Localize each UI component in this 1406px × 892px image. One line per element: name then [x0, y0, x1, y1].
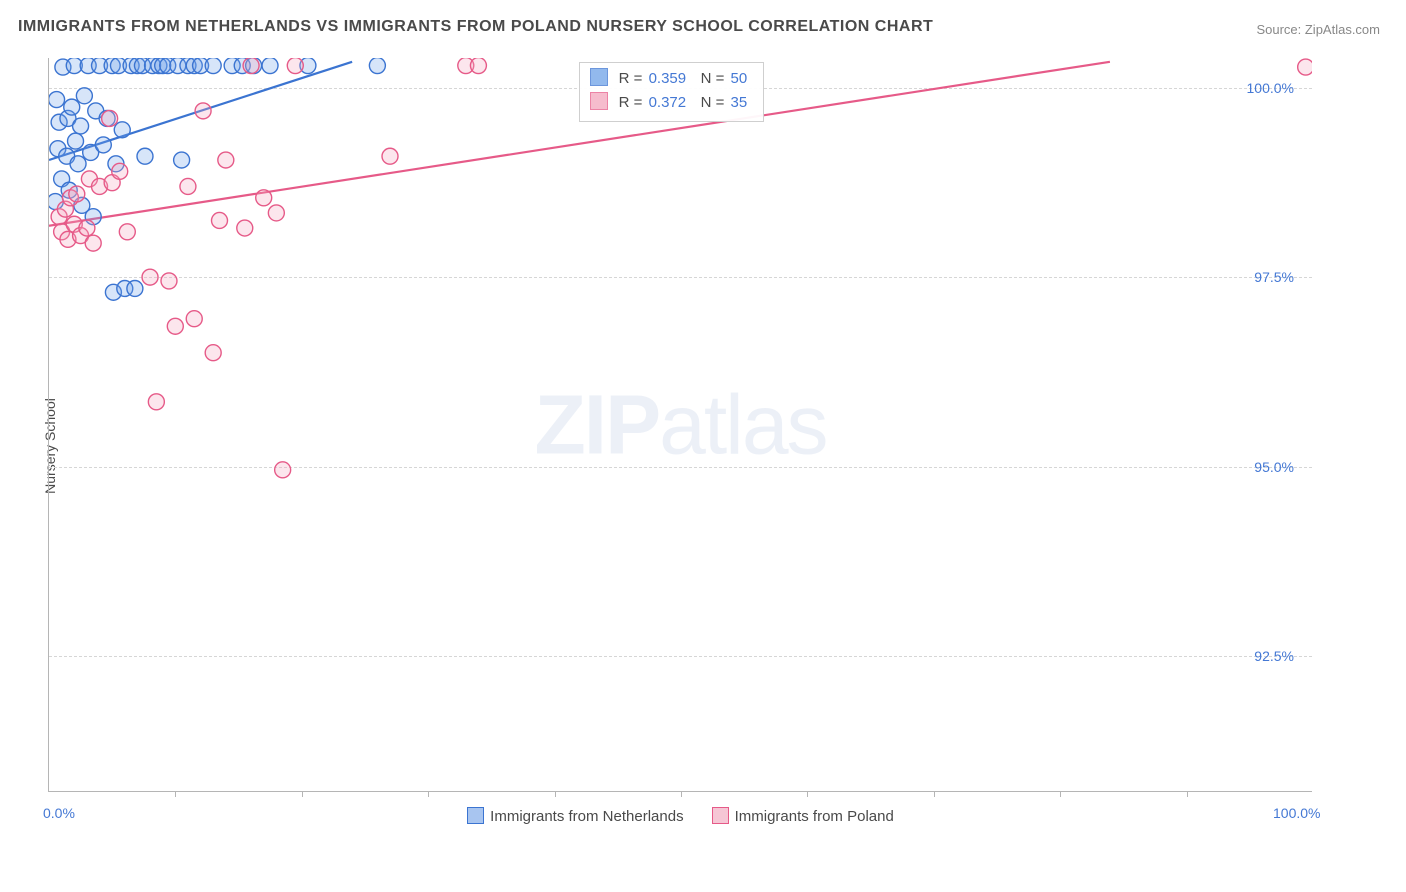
- data-point: [268, 205, 284, 221]
- data-point: [85, 235, 101, 251]
- data-point: [137, 148, 153, 164]
- x-tick: [1060, 791, 1061, 797]
- data-point: [262, 58, 278, 74]
- data-point: [180, 178, 196, 194]
- legend-item-netherlands: Immigrants from Netherlands: [467, 807, 683, 825]
- data-point: [382, 148, 398, 164]
- stats-legend: R = 0.359 N = 50 R = 0.372 N = 35: [579, 62, 764, 122]
- data-point: [102, 110, 118, 126]
- data-point: [369, 58, 385, 74]
- data-point: [470, 58, 486, 74]
- bottom-legend: Immigrants from Netherlands Immigrants f…: [49, 807, 1312, 825]
- data-point: [127, 280, 143, 296]
- chart-svg: [49, 58, 1312, 791]
- data-point: [69, 186, 85, 202]
- source-prefix: Source:: [1256, 22, 1304, 37]
- x-tick: [1187, 791, 1188, 797]
- data-point: [186, 311, 202, 327]
- data-point: [79, 220, 95, 236]
- data-point: [112, 163, 128, 179]
- data-point: [218, 152, 234, 168]
- swatch-netherlands: [590, 68, 608, 86]
- r-value-poland: 0.372: [647, 94, 689, 111]
- swatch-poland: [590, 92, 608, 110]
- r-value-netherlands: 0.359: [647, 70, 689, 87]
- data-point: [167, 318, 183, 334]
- source-value: ZipAtlas.com: [1305, 22, 1380, 37]
- stats-row-netherlands: R = 0.359 N = 50: [590, 67, 749, 91]
- x-tick: [934, 791, 935, 797]
- legend-label-netherlands: Immigrants from Netherlands: [490, 808, 683, 825]
- data-point: [142, 269, 158, 285]
- data-point: [70, 156, 86, 172]
- data-point: [95, 137, 111, 153]
- x-tick-label: 100.0%: [1273, 805, 1320, 821]
- data-point: [114, 122, 130, 138]
- data-point: [1298, 59, 1312, 75]
- data-point: [287, 58, 303, 74]
- data-point: [195, 103, 211, 119]
- legend-label-poland: Immigrants from Poland: [735, 808, 894, 825]
- x-tick: [681, 791, 682, 797]
- x-tick: [175, 791, 176, 797]
- legend-item-poland: Immigrants from Poland: [712, 807, 894, 825]
- source-label: Source: ZipAtlas.com: [1256, 22, 1380, 37]
- x-tick: [428, 791, 429, 797]
- x-tick: [807, 791, 808, 797]
- plot-area: ZIPatlas R = 0.359 N = 50 R = 0.372 N = …: [48, 58, 1312, 792]
- data-point: [275, 462, 291, 478]
- data-point: [49, 92, 65, 108]
- data-point: [243, 58, 259, 74]
- data-point: [161, 273, 177, 289]
- data-point: [205, 58, 221, 74]
- data-point: [73, 118, 89, 134]
- data-point: [148, 394, 164, 410]
- data-point: [76, 88, 92, 104]
- legend-swatch-netherlands: [467, 807, 484, 824]
- n-value-poland: 35: [729, 94, 750, 111]
- n-value-netherlands: 50: [729, 70, 750, 87]
- data-point: [205, 345, 221, 361]
- data-point: [68, 133, 84, 149]
- x-tick: [555, 791, 556, 797]
- stats-row-poland: R = 0.372 N = 35: [590, 91, 749, 115]
- data-point: [174, 152, 190, 168]
- data-point: [256, 190, 272, 206]
- data-point: [212, 212, 228, 228]
- data-point: [237, 220, 253, 236]
- x-tick-label: 0.0%: [43, 805, 75, 821]
- legend-swatch-poland: [712, 807, 729, 824]
- chart-title: IMMIGRANTS FROM NETHERLANDS VS IMMIGRANT…: [18, 18, 933, 36]
- data-point: [119, 224, 135, 240]
- data-point: [64, 99, 80, 115]
- x-tick: [302, 791, 303, 797]
